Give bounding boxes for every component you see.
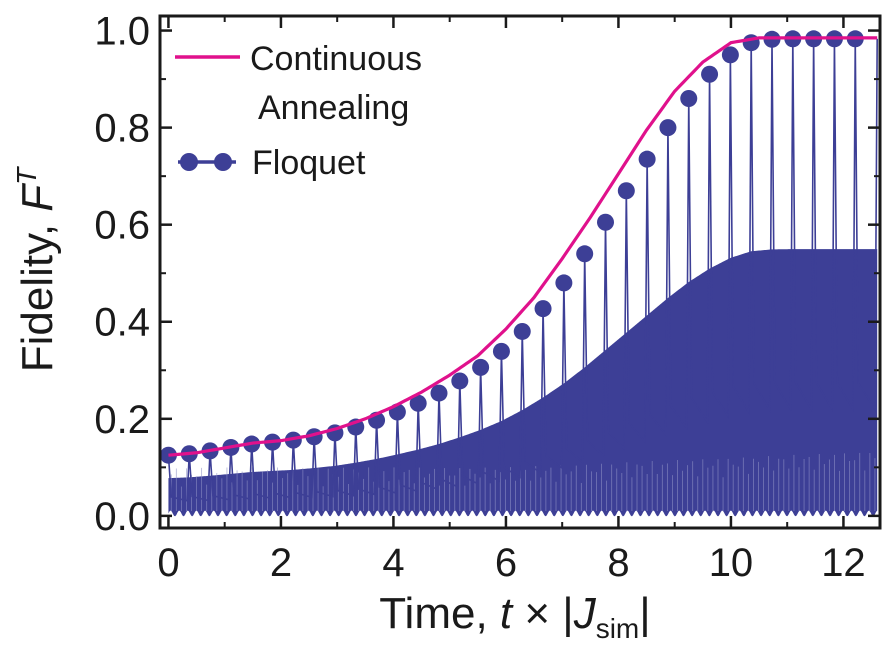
continuous-series <box>168 36 878 457</box>
y-tick-label: 0.0 <box>94 495 150 539</box>
legend-continuous-label: Continuous Annealing <box>250 40 422 127</box>
oscillation-band <box>168 249 878 517</box>
x-axis-title: Time, t × |Jsim| <box>379 589 650 644</box>
x-tick-label: 12 <box>821 541 866 585</box>
floquet-marker <box>680 90 698 108</box>
floquet-marker <box>576 245 594 263</box>
floquet-marker <box>701 65 719 83</box>
y-axis-title: Fidelity, FT <box>11 166 62 372</box>
x-title-var: t <box>500 589 514 638</box>
x-title-times: × | <box>512 589 574 638</box>
floquet-marker <box>597 213 614 231</box>
floquet-marker <box>430 384 448 402</box>
x-title-sym: J <box>573 589 597 638</box>
floquet-marker <box>472 358 490 376</box>
x-title-sub: sim <box>596 613 640 644</box>
plot-frame <box>158 14 882 530</box>
y-title-sup: T <box>11 166 42 185</box>
legend: Continuous Annealing Floquet <box>175 40 422 182</box>
y-tick-label: 0.2 <box>94 398 150 442</box>
x-tick-label: 10 <box>709 541 754 585</box>
x-tick-label: 6 <box>495 541 517 585</box>
floquet-marker <box>617 182 635 200</box>
legend-continuous-line-1: Continuous <box>250 40 422 78</box>
continuous-line <box>168 36 878 457</box>
legend-continuous-line-2: Annealing <box>258 89 409 127</box>
floquet-marker <box>513 322 531 340</box>
floquet-marker <box>492 342 510 360</box>
floquet-marker <box>451 372 469 390</box>
y-title-sym: F <box>13 183 62 212</box>
x-tick-label: 0 <box>157 541 179 585</box>
y-tick-label: 0.8 <box>94 107 150 151</box>
floquet-marker <box>638 150 656 168</box>
y-title-prefix: Fidelity, <box>13 212 62 373</box>
oscillation-envelope <box>168 249 878 517</box>
legend-floquet-marker-2 <box>214 153 232 171</box>
x-tick-label: 2 <box>270 541 292 585</box>
legend-floquet-label: Floquet <box>252 144 366 182</box>
floquet-marker <box>409 394 427 412</box>
legend-floquet-marker-1 <box>180 153 198 171</box>
axes: 0 2 4 6 8 10 12 0.0 0.2 0.4 0.6 0.8 1.0 <box>94 10 880 585</box>
y-tick-label: 0.4 <box>94 301 150 345</box>
x-tick-label: 4 <box>382 541 404 585</box>
x-title-prefix: Time, <box>379 589 500 638</box>
x-tick-label: 8 <box>607 541 629 585</box>
floquet-marker <box>555 274 573 292</box>
floquet-marker <box>534 300 552 318</box>
floquet-marker <box>721 46 739 64</box>
y-tick-label: 1.0 <box>94 10 150 54</box>
floquet-marker <box>284 431 302 449</box>
x-title-suffix: | <box>639 589 650 638</box>
y-tick-label: 0.6 <box>94 204 150 248</box>
floquet-marker <box>659 119 677 137</box>
